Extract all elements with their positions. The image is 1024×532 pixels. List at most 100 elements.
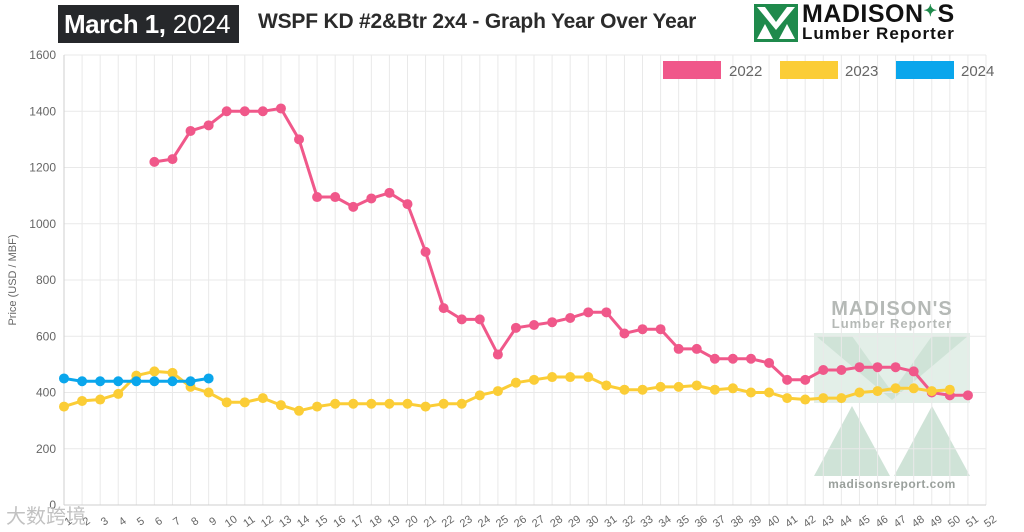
data-point-2022 [782,374,793,385]
watermark-triangle-left [814,406,890,476]
data-point-2022 [492,349,503,360]
data-point-2022 [438,303,449,314]
data-point-2024 [167,376,178,387]
x-tick-label: 20 [404,513,421,530]
data-point-2023 [745,387,756,398]
data-point-2024 [149,376,160,387]
y-tick-label: 1600 [29,48,56,62]
x-tick-label: 42 [801,513,818,530]
data-point-2023 [836,393,847,404]
series-2022 [149,103,973,401]
data-point-2022 [818,365,829,375]
data-point-2023 [402,398,413,409]
y-tick-label: 1000 [29,217,56,231]
data-point-2022 [221,106,232,117]
data-point-2022 [402,199,413,210]
data-point-2023 [908,383,919,394]
logo-subtitle: Lumber Reporter [802,24,955,43]
date-year: 2024 [172,9,231,39]
logo-wordmark: MADISON✦S [802,0,955,29]
data-point-2022 [294,134,305,145]
data-point-2022 [312,192,323,203]
data-point-2023 [601,380,612,391]
data-point-2022 [890,362,901,373]
data-point-2023 [420,401,431,412]
x-tick-label: 11 [241,514,257,530]
data-point-2022 [185,125,196,136]
x-tick-label: 38 [729,513,746,530]
x-tick-label: 7 [171,515,183,528]
x-tick-label: 14 [295,513,312,530]
data-point-2024 [203,373,214,384]
x-tick-label: 51 [964,513,981,530]
x-tick-label: 13 [277,513,294,530]
data-point-2022 [330,192,341,203]
data-point-2023 [257,393,268,404]
data-point-2023 [77,395,88,406]
data-point-2023 [673,381,684,392]
x-tick-label: 45 [856,513,873,530]
data-point-2022 [800,374,811,385]
data-point-2023 [691,380,702,391]
x-tick-label: 6 [153,515,165,528]
date-month-day: March 1, [64,9,166,39]
x-tick-label: 40 [765,513,782,530]
y-tick-label: 1200 [29,161,56,175]
data-point-2022 [366,193,377,204]
data-point-2022 [601,307,612,318]
data-point-2023 [113,388,124,399]
series-line-2022 [154,106,968,397]
data-point-2022 [836,365,847,375]
x-tick-label: 2 [81,515,93,528]
legend-swatch-2022 [663,61,721,79]
data-point-2022 [583,307,594,318]
y-tick-label: 1400 [29,104,56,118]
data-point-2023 [782,393,793,404]
x-tick-label: 34 [657,513,674,530]
x-tick-label: 17 [349,513,366,530]
x-tick-label: 22 [440,513,457,530]
data-point-2023 [637,384,648,395]
x-tick-label: 47 [892,513,909,530]
x-tick-label: 9 [207,515,219,528]
x-tick-label: 48 [910,513,927,530]
x-tick-label: 35 [675,513,692,530]
data-point-2023 [727,383,738,394]
watermark-subtitle: Lumber Reporter [831,316,953,331]
data-point-2023 [818,393,829,404]
data-point-2022 [565,312,576,323]
x-tick-label: 31 [602,513,619,530]
data-point-2022 [637,324,648,335]
series-2023 [59,366,955,416]
data-point-2022 [872,362,883,373]
data-point-2022 [510,322,521,333]
data-point-2024 [95,376,106,387]
x-tick-label: 33 [639,513,656,530]
x-tick-label: 26 [512,513,529,530]
data-point-2023 [800,394,811,405]
data-point-2022 [764,357,775,368]
x-tick-label: 52 [982,513,999,530]
y-axis-label: Price (USD / MBF) [7,234,19,325]
data-point-2024 [77,376,88,387]
data-point-2023 [384,398,395,409]
x-tick-label: 8 [189,515,201,528]
legend-label-2024: 2024 [961,63,994,80]
data-point-2022 [474,314,485,325]
data-point-2022 [239,106,250,117]
data-point-2022 [529,320,540,330]
data-point-2022 [908,366,919,377]
data-point-2023 [330,398,341,409]
y-tick-label: 400 [36,386,56,400]
data-point-2022 [420,246,431,257]
watermark-url: madisonsreport.com [828,477,956,491]
chart-series [59,103,973,416]
legend-label-2022: 2022 [729,63,762,80]
watermark-title: MADISON'S [831,298,953,320]
x-tick-label: 16 [331,513,348,530]
data-point-2022 [149,156,160,167]
data-point-2023 [221,397,232,408]
data-point-2023 [492,386,503,397]
logo-line1-suffix: S [937,0,955,28]
